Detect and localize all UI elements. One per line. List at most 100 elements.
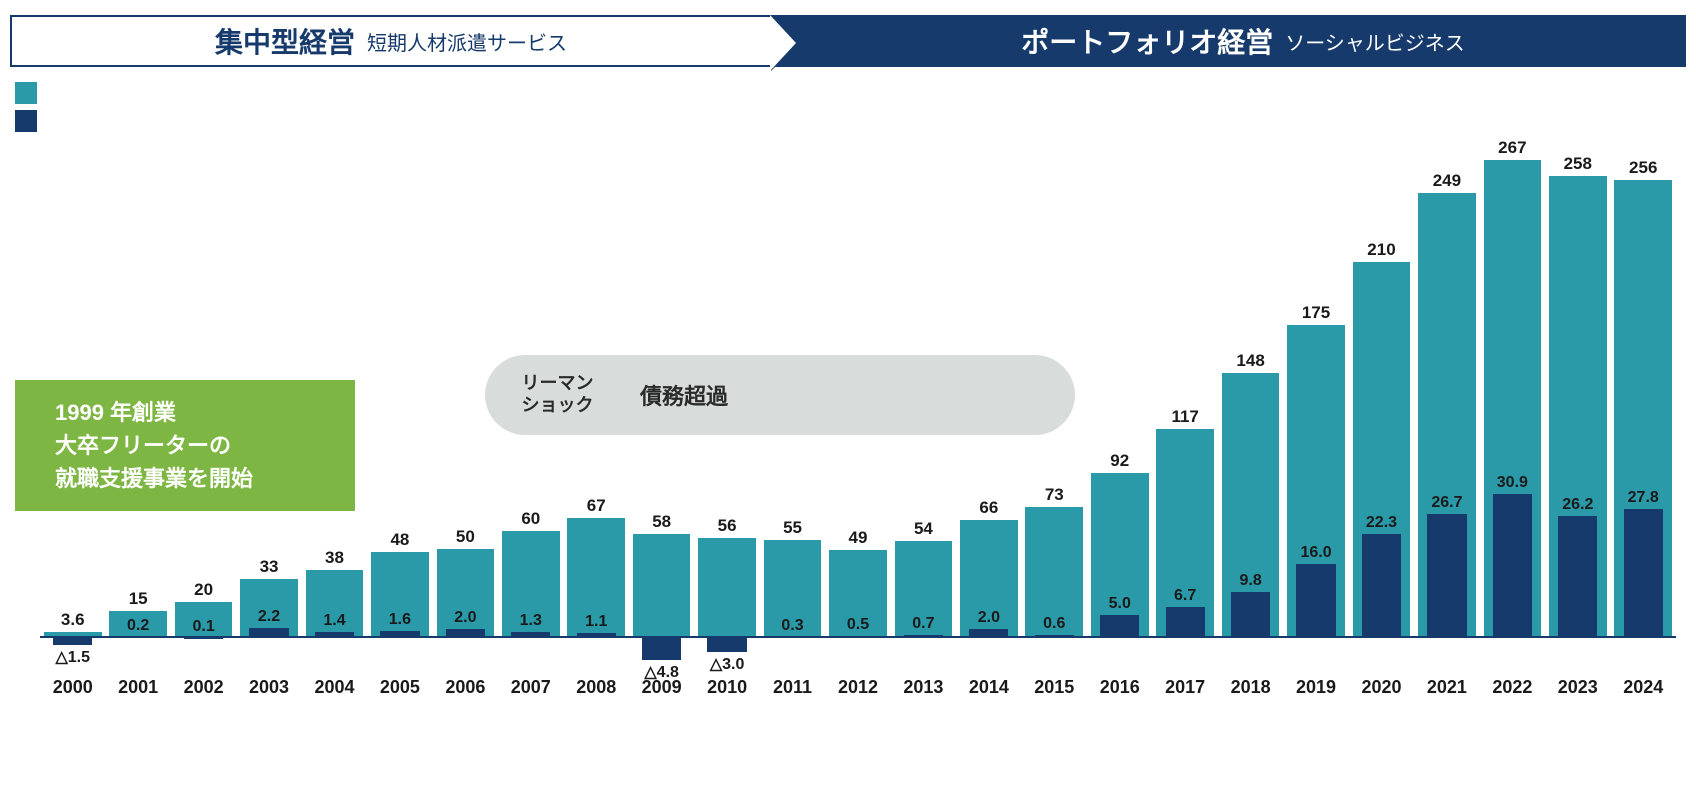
bubble-right: 債務超過 [630, 379, 728, 411]
bar-profit-negative [53, 638, 92, 645]
header-right-main: ポートフォリオ経営 [1021, 21, 1273, 61]
callout-founding: 1999 年創業 大卒フリーターの 就職支援事業を開始 [15, 380, 355, 511]
revenue-value-label: 148 [1218, 351, 1283, 371]
profit-value-label: 0.5 [825, 616, 890, 634]
revenue-value-label: 67 [564, 496, 629, 516]
revenue-value-label: 50 [433, 527, 498, 547]
bar-profit [1166, 607, 1205, 638]
revenue-value-label: 66 [956, 498, 1021, 518]
x-tick: 2016 [1087, 677, 1152, 698]
x-tick: 2012 [825, 677, 890, 698]
year-column: 1176.7 [1152, 155, 1217, 638]
x-tick: 2005 [367, 677, 432, 698]
bar-revenue [698, 538, 756, 638]
profit-value-label: 2.0 [433, 609, 498, 627]
x-tick: 2019 [1283, 677, 1348, 698]
profit-value-label: 1.1 [564, 613, 629, 631]
revenue-value-label: 15 [105, 589, 170, 609]
x-tick: 2017 [1152, 677, 1217, 698]
profit-value-label: 2.2 [236, 608, 301, 626]
revenue-value-label: 258 [1545, 154, 1610, 174]
profit-value-label: 26.2 [1545, 496, 1610, 514]
legend-swatch-revenue [15, 82, 37, 104]
bar-profit-negative [707, 638, 746, 652]
bar-profit [1558, 516, 1597, 638]
profit-value-label: △3.0 [694, 654, 759, 674]
x-tick: 2009 [629, 677, 694, 698]
x-tick: 2004 [302, 677, 367, 698]
revenue-value-label: 58 [629, 512, 694, 532]
bar-profit [1100, 615, 1139, 638]
revenue-value-label: 210 [1349, 240, 1414, 260]
x-tick: 2021 [1414, 677, 1479, 698]
legend-row-revenue [15, 82, 45, 104]
revenue-value-label: 73 [1022, 485, 1087, 505]
x-tick: 2022 [1480, 677, 1545, 698]
revenue-value-label: 55 [760, 518, 825, 538]
revenue-value-label: 256 [1611, 158, 1676, 178]
lehman-debt-bubble: リーマン ショック 債務超過 [485, 355, 1075, 435]
header-left-sub: 短期人材派遣サービス [367, 27, 567, 56]
bar-revenue [1091, 473, 1149, 638]
chart-baseline [40, 636, 1676, 638]
bubble-left: リーマン ショック [485, 373, 630, 416]
callout-line1: 1999 年創業 [55, 396, 335, 429]
revenue-value-label: 20 [171, 580, 236, 600]
bubble-left-l1: リーマン [485, 373, 630, 395]
revenue-value-label: 48 [367, 530, 432, 550]
x-tick: 2007 [498, 677, 563, 698]
profit-value-label: 1.6 [367, 611, 432, 629]
x-tick: 2003 [236, 677, 301, 698]
profit-value-label: 0.7 [891, 615, 956, 633]
year-column: 17516.0 [1283, 155, 1348, 638]
revenue-value-label: 175 [1283, 303, 1348, 323]
revenue-value-label: 60 [498, 509, 563, 529]
x-tick: 2018 [1218, 677, 1283, 698]
x-tick: 2011 [760, 677, 825, 698]
x-tick: 2023 [1545, 677, 1610, 698]
profit-value-label: 9.8 [1218, 572, 1283, 590]
profit-value-label: 0.3 [760, 617, 825, 635]
year-column: 481.6 [367, 155, 432, 638]
bar-profit [1427, 514, 1466, 638]
header-ribbon: 集中型経営 短期人材派遣サービス ポートフォリオ経営 ソーシャルビジネス [10, 15, 1686, 67]
bar-profit [1493, 494, 1532, 638]
profit-value-label: 26.7 [1414, 494, 1479, 512]
bar-profit [1296, 564, 1335, 638]
callout-line3: 就職支援事業を開始 [55, 462, 335, 495]
bar-revenue [633, 534, 691, 638]
revenue-value-label: 92 [1087, 451, 1152, 471]
x-tick: 2013 [891, 677, 956, 698]
profit-value-label: 27.8 [1611, 489, 1676, 507]
x-tick: 2020 [1349, 677, 1414, 698]
profit-value-label: 1.3 [498, 612, 563, 630]
bar-profit [1624, 509, 1663, 638]
year-column: 249 26.7 [1414, 155, 1479, 638]
revenue-value-label: 249 [1414, 171, 1479, 191]
year-column: 21022.3 [1349, 155, 1414, 638]
header-right-sub: ソーシャルビジネス [1285, 27, 1465, 56]
header-right: ポートフォリオ経営 ソーシャルビジネス [770, 15, 1686, 67]
profit-value-label: 2.0 [956, 609, 1021, 627]
header-left-main: 集中型経営 [215, 21, 355, 61]
revenue-value-label: 38 [302, 548, 367, 568]
x-tick: 2001 [105, 677, 170, 698]
bar-profit [1231, 592, 1270, 638]
revenue-value-label: 54 [891, 519, 956, 539]
x-tick: 2006 [433, 677, 498, 698]
year-column: 925.0 [1087, 155, 1152, 638]
x-tick: 2002 [171, 677, 236, 698]
profit-value-label: 0.6 [1022, 615, 1087, 633]
revenue-value-label: 3.6 [40, 610, 105, 630]
legend [15, 82, 45, 138]
profit-value-label: 0.2 [105, 617, 170, 635]
x-tick: 2014 [956, 677, 1021, 698]
bar-profit-negative [642, 638, 681, 660]
revenue-value-label: 49 [825, 528, 890, 548]
profit-value-label: 0.1 [171, 618, 236, 636]
x-tick: 2010 [694, 677, 759, 698]
profit-value-label: 5.0 [1087, 595, 1152, 613]
callout-line2: 大卒フリーターの [55, 429, 335, 462]
x-tick: 2015 [1022, 677, 1087, 698]
x-tick: 2024 [1611, 677, 1676, 698]
